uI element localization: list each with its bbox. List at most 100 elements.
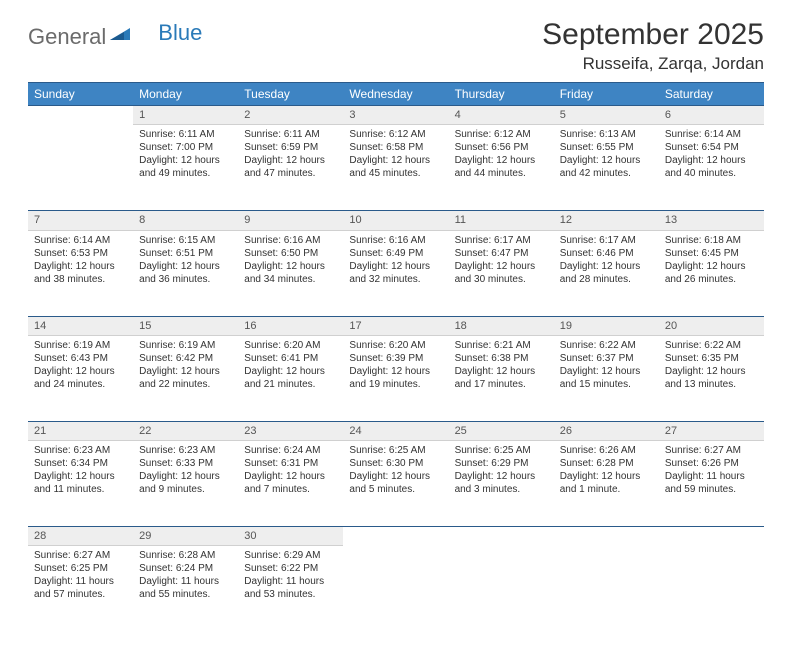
day-info-line: Daylight: 12 hours [665, 260, 758, 273]
day-number: 29 [133, 527, 238, 546]
day-info-line: Sunset: 6:51 PM [139, 247, 232, 260]
day-info-line: Daylight: 11 hours [665, 470, 758, 483]
day-info-line: Sunrise: 6:22 AM [665, 339, 758, 352]
calendar-body: 123456Sunrise: 6:11 AMSunset: 7:00 PMDay… [28, 106, 764, 632]
day-info-line: Daylight: 12 hours [455, 260, 548, 273]
day-number: 20 [659, 316, 764, 335]
day-info-line: Sunset: 6:56 PM [455, 141, 548, 154]
day-cell: Sunrise: 6:17 AMSunset: 6:46 PMDaylight:… [554, 230, 659, 316]
day-info-line: and 40 minutes. [665, 167, 758, 180]
logo-triangle-icon [110, 26, 132, 49]
day-number: 27 [659, 421, 764, 440]
day-cell: Sunrise: 6:14 AMSunset: 6:54 PMDaylight:… [659, 125, 764, 211]
day-number [554, 527, 659, 546]
day-cell [449, 546, 554, 632]
day-info-line: Daylight: 12 hours [455, 154, 548, 167]
day-number: 28 [28, 527, 133, 546]
day-cell: Sunrise: 6:23 AMSunset: 6:33 PMDaylight:… [133, 441, 238, 527]
day-number: 16 [238, 316, 343, 335]
day-info-line: and 44 minutes. [455, 167, 548, 180]
day-info-line: and 32 minutes. [349, 273, 442, 286]
day-info-line: Daylight: 12 hours [244, 154, 337, 167]
day-number: 23 [238, 421, 343, 440]
day-info-line: Sunset: 6:58 PM [349, 141, 442, 154]
day-info-line: Daylight: 12 hours [560, 154, 653, 167]
day-info-line: and 38 minutes. [34, 273, 127, 286]
day-info-line: and 9 minutes. [139, 483, 232, 496]
weekday-header: Saturday [659, 83, 764, 106]
day-info-line: Sunrise: 6:20 AM [349, 339, 442, 352]
weekday-header: Wednesday [343, 83, 448, 106]
day-info-line: and 5 minutes. [349, 483, 442, 496]
logo-text-general: General [28, 24, 106, 50]
day-cell: Sunrise: 6:22 AMSunset: 6:37 PMDaylight:… [554, 335, 659, 421]
day-info-line: and 19 minutes. [349, 378, 442, 391]
day-number: 13 [659, 211, 764, 230]
day-info-line: Daylight: 12 hours [34, 365, 127, 378]
day-info-line: Sunrise: 6:27 AM [665, 444, 758, 457]
day-info-line: Daylight: 12 hours [139, 470, 232, 483]
day-info-line: Daylight: 12 hours [455, 365, 548, 378]
day-info-line: Sunset: 6:54 PM [665, 141, 758, 154]
day-number: 2 [238, 106, 343, 125]
day-info-line: Daylight: 12 hours [139, 260, 232, 273]
day-cell: Sunrise: 6:14 AMSunset: 6:53 PMDaylight:… [28, 230, 133, 316]
day-info-line: Sunrise: 6:26 AM [560, 444, 653, 457]
day-cell [343, 546, 448, 632]
day-number: 1 [133, 106, 238, 125]
day-info-line: and 55 minutes. [139, 588, 232, 601]
daynum-row: 282930 [28, 527, 764, 546]
day-number: 3 [343, 106, 448, 125]
day-number: 24 [343, 421, 448, 440]
day-info-line: and 7 minutes. [244, 483, 337, 496]
day-number: 9 [238, 211, 343, 230]
day-info-line: Sunset: 6:55 PM [560, 141, 653, 154]
day-info-line: and 26 minutes. [665, 273, 758, 286]
day-info-line: Daylight: 12 hours [139, 365, 232, 378]
day-info-line: Sunrise: 6:17 AM [560, 234, 653, 247]
logo-text-blue: Blue [158, 20, 202, 46]
day-cell: Sunrise: 6:28 AMSunset: 6:24 PMDaylight:… [133, 546, 238, 632]
day-cell [659, 546, 764, 632]
day-cell: Sunrise: 6:15 AMSunset: 6:51 PMDaylight:… [133, 230, 238, 316]
location-label: Russeifa, Zarqa, Jordan [542, 54, 764, 74]
day-info-line: Sunset: 6:26 PM [665, 457, 758, 470]
day-number [28, 106, 133, 125]
day-info-line: Daylight: 12 hours [244, 365, 337, 378]
day-info-line: Sunset: 6:53 PM [34, 247, 127, 260]
day-info-line: and 53 minutes. [244, 588, 337, 601]
day-info-line: and 21 minutes. [244, 378, 337, 391]
day-number: 17 [343, 316, 448, 335]
day-number: 10 [343, 211, 448, 230]
day-info-line: Sunrise: 6:23 AM [34, 444, 127, 457]
day-content-row: Sunrise: 6:11 AMSunset: 7:00 PMDaylight:… [28, 125, 764, 211]
day-info-line: Daylight: 12 hours [244, 260, 337, 273]
day-info-line: and 15 minutes. [560, 378, 653, 391]
day-info-line: Sunset: 6:34 PM [34, 457, 127, 470]
day-info-line: Sunset: 6:22 PM [244, 562, 337, 575]
day-info-line: and 11 minutes. [34, 483, 127, 496]
day-info-line: Daylight: 12 hours [560, 470, 653, 483]
day-cell: Sunrise: 6:19 AMSunset: 6:42 PMDaylight:… [133, 335, 238, 421]
day-info-line: Sunrise: 6:19 AM [34, 339, 127, 352]
day-info-line: Sunrise: 6:11 AM [244, 128, 337, 141]
day-info-line: and 17 minutes. [455, 378, 548, 391]
day-cell: Sunrise: 6:19 AMSunset: 6:43 PMDaylight:… [28, 335, 133, 421]
weekday-header: Thursday [449, 83, 554, 106]
day-cell: Sunrise: 6:25 AMSunset: 6:30 PMDaylight:… [343, 441, 448, 527]
day-info-line: Daylight: 12 hours [34, 470, 127, 483]
day-info-line: Daylight: 12 hours [455, 470, 548, 483]
day-cell [28, 125, 133, 211]
day-number: 19 [554, 316, 659, 335]
day-cell: Sunrise: 6:13 AMSunset: 6:55 PMDaylight:… [554, 125, 659, 211]
day-info-line: and 42 minutes. [560, 167, 653, 180]
day-cell: Sunrise: 6:17 AMSunset: 6:47 PMDaylight:… [449, 230, 554, 316]
day-info-line: Sunrise: 6:16 AM [244, 234, 337, 247]
day-info-line: and 36 minutes. [139, 273, 232, 286]
day-info-line: Sunset: 6:35 PM [665, 352, 758, 365]
day-info-line: Sunset: 6:30 PM [349, 457, 442, 470]
day-info-line: and 28 minutes. [560, 273, 653, 286]
day-number: 22 [133, 421, 238, 440]
day-cell: Sunrise: 6:21 AMSunset: 6:38 PMDaylight:… [449, 335, 554, 421]
day-info-line: Sunset: 6:37 PM [560, 352, 653, 365]
